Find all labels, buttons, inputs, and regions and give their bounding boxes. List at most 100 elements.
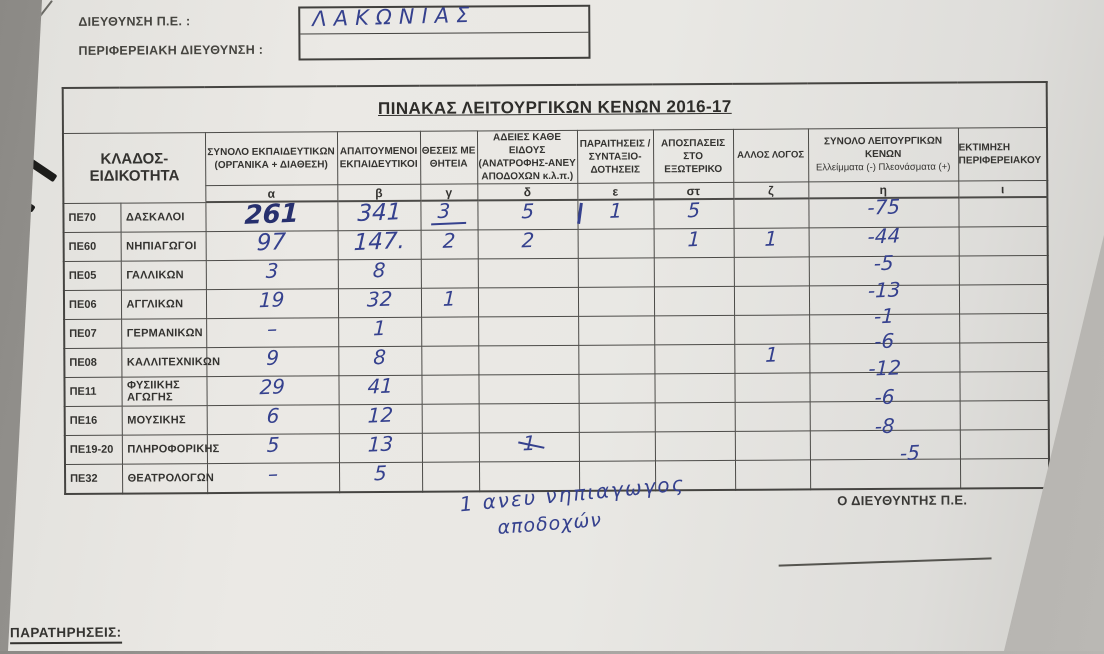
cell-ΠΕ05-a: 3 <box>205 258 338 290</box>
header-row: ΚΛΑΔΟΣ-ΕΙΔΙΚΟΤΗΤΑ ΣΥΝΟΛΟ ΕΚΠΑΙΔΕΥΤΙΚΩΝ (Ο… <box>62 127 1048 203</box>
cell-ΠΕ05-z <box>733 256 809 287</box>
regional-direction-label: ΠΕΡΙΦΕΡΕΙΑΚΗ ΔΙΕΥΘΥΝΣΗ : <box>78 42 264 58</box>
cell-ΠΕ16-d <box>478 403 579 433</box>
cell-ΠΕ16-g <box>421 403 479 434</box>
handwritten-value: -6 <box>873 328 895 354</box>
cell-ΠΕ07-e <box>578 315 655 346</box>
column-header-sublabel: Ελλείμματα (-) Πλεονάσματα (+) <box>815 161 951 174</box>
cell-ΠΕ60-d: 2 <box>477 227 578 259</box>
handwritten-value: 41 <box>366 373 394 399</box>
cell-ΠΕ11-z <box>734 372 810 403</box>
cell-ΠΕ08-b: 8 <box>338 345 422 376</box>
row-code: ΠΕ60 <box>63 232 121 262</box>
cell-ΠΕ08-g <box>421 345 479 376</box>
cell-ΠΕ32-b: 5 <box>338 460 423 493</box>
row-specialty: ΝΗΠΙΑΓΩΓΟΙ <box>120 231 206 262</box>
cell-ΠΕ16-z <box>734 401 810 432</box>
column-letter-st: στ <box>653 182 734 200</box>
row-code: ΠΕ19-20 <box>64 435 122 465</box>
cell-ΠΕ07-z <box>734 314 810 345</box>
row-specialty: ΚΑΛΛΙΤΕΧΝΙΚΩΝ <box>121 347 220 378</box>
row-code: ΠΕ07 <box>64 319 122 349</box>
column-header-label: ΑΔΕΙΕΣ ΚΑΘΕ ΕΙΔΟΥΣ (ΑΝΑΤΡΟΦΗΣ-ΑΝΕΥ ΑΠΟΔΟ… <box>478 131 576 183</box>
cell-ΠΕ06-d <box>477 287 579 317</box>
direction-value-handwritten: ΛΑΚΩΝΙΑΣ <box>311 2 477 32</box>
cell-ΠΕ32-z <box>734 459 811 490</box>
row-specialty: ΓΕΡΜΑΝΙΚΩΝ <box>121 318 207 349</box>
column-header-z: ΑΛΛΟΣ ΛΟΓΟΣ <box>732 128 809 183</box>
column-letter-i: ι <box>958 180 1048 198</box>
column-letter-b: β <box>337 184 421 202</box>
cell-ΠΕ32-g <box>421 461 480 492</box>
row-code: ΠΕ16 <box>64 406 122 436</box>
row-code: ΠΕ70 <box>63 202 121 233</box>
cell-ΠΕ16-st <box>654 402 735 432</box>
handwritten-value: 147. <box>353 227 406 256</box>
handwritten-value: -75 <box>866 194 901 220</box>
cell-ΠΕ70-a: 261 <box>205 199 338 232</box>
cell-ΠΕ60-a: 97 <box>205 228 338 261</box>
cell-ΠΕ19-20-d: 1 <box>478 431 579 462</box>
cell-ΠΕ70-d: 5 <box>477 199 578 230</box>
handwritten-value: 29 <box>259 374 286 400</box>
table-title: ΠΙΝΑΚΑΣ ΛΕΙΤΟΥΡΓΙΚΩΝ ΚΕΝΩΝ 2016-17 <box>377 96 732 119</box>
cell-ΠΕ08-st <box>654 344 735 374</box>
handwritten-value: 32 <box>366 286 393 312</box>
column-header-a: ΣΥΝΟΛΟ ΕΚΠΑΙΔΕΥΤΙΚΩΝ (ΟΡΓΑΝΙΚΑ + ΔΙΑΘΕΣΗ… <box>204 131 338 186</box>
row-code: ΠΕ06 <box>63 290 122 320</box>
cell-ΠΕ05-i <box>958 255 1048 286</box>
cell-ΠΕ19-20-eta: -8 <box>809 414 960 460</box>
handwritten-value: 2 <box>520 227 535 253</box>
cell-ΠΕ19-20-a: 5 <box>206 432 339 464</box>
cell-ΠΕ70-z <box>733 198 809 229</box>
handwritten-value: 97 <box>256 228 287 256</box>
column-header-label: ΑΠΟΣΠΑΣΕΙΣ ΣΤΟ ΕΞΩΤΕΡΙΚΟ <box>660 137 726 175</box>
klados-header-cell: ΚΛΑΔΟΣ-ΕΙΔΙΚΟΤΗΤΑ <box>62 132 206 203</box>
cell-ΠΕ06-g: 1 <box>420 286 479 318</box>
cell-ΠΕ11-d <box>478 374 579 404</box>
handwritten-value: 6 <box>265 403 280 428</box>
cell-ΠΕ60-st: 1 <box>653 227 734 258</box>
row-code: ΠΕ11 <box>64 377 122 407</box>
cell-ΠΕ11-e <box>578 373 655 404</box>
handwritten-value: 5 <box>373 460 388 486</box>
column-header-label: ΠΑΡΑΙΤΗΣΕΙΣ / ΣΥΝΤΑΞΙΟ- ΔΟΤΗΣΕΙΣ <box>579 137 651 176</box>
handwritten-value: 8 <box>372 257 387 283</box>
cell-ΠΕ05-d <box>477 258 578 288</box>
cell-ΠΕ05-b: 8 <box>337 257 421 289</box>
handwritten-value: -1 <box>873 303 895 329</box>
cell-ΠΕ06-st <box>653 286 735 316</box>
cell-ΠΕ07-b: 1 <box>338 316 422 347</box>
cell-ΠΕ07-a: – <box>206 316 339 348</box>
cell-ΠΕ60-g: 2 <box>420 228 478 260</box>
column-letter-e: ε <box>577 182 654 200</box>
cell-ΠΕ11-a: 29 <box>206 374 339 406</box>
handwritten-value: 5 <box>266 432 280 457</box>
column-header-label: ΕΚΤΙΜΗΣΗ ΠΕΡΙΦΕΡΕΙΑΚΟΥ <box>958 142 1042 167</box>
row-specialty: ΓΑΛΛΙΚΩΝ <box>120 260 206 291</box>
cell-ΠΕ70-e: 1 <box>577 198 654 230</box>
handwritten-value: 9 <box>265 345 280 370</box>
handwritten-value: -44 <box>866 223 901 249</box>
cell-ΠΕ16-i <box>959 400 1049 430</box>
remarks-label: ΠΑΡΑΤΗΡΗΣΕΙΣ: <box>9 624 122 645</box>
handwritten-value: -5 <box>873 250 895 276</box>
cell-ΠΕ08-a: 9 <box>206 345 339 377</box>
signature-line <box>778 557 992 567</box>
handwritten-value: 341 <box>356 198 402 227</box>
column-letter-z: ζ <box>733 181 809 199</box>
cell-ΠΕ70-g: 3 <box>420 199 478 231</box>
cell-ΠΕ05-st <box>653 257 734 287</box>
handwritten-value: 1 <box>442 286 457 311</box>
cell-ΠΕ05-e <box>577 257 654 288</box>
row-code: ΠΕ32 <box>64 464 123 494</box>
cell-ΠΕ08-i <box>959 342 1049 373</box>
cell-ΠΕ11-st <box>654 373 735 403</box>
column-header-e: ΠΑΡΑΙΤΗΣΕΙΣ / ΣΥΝΤΑΞΙΟ- ΔΟΤΗΣΕΙΣ <box>576 129 654 184</box>
cell-ΠΕ19-20-st <box>654 431 735 461</box>
cell-ΠΕ32-eta: -5 <box>809 440 961 490</box>
cell-ΠΕ06-z <box>733 285 810 316</box>
handwritten-value: -6 <box>874 384 895 410</box>
direction-label: ΔΙΕΥΘΥΝΣΗ Π.Ε. : <box>78 14 191 29</box>
